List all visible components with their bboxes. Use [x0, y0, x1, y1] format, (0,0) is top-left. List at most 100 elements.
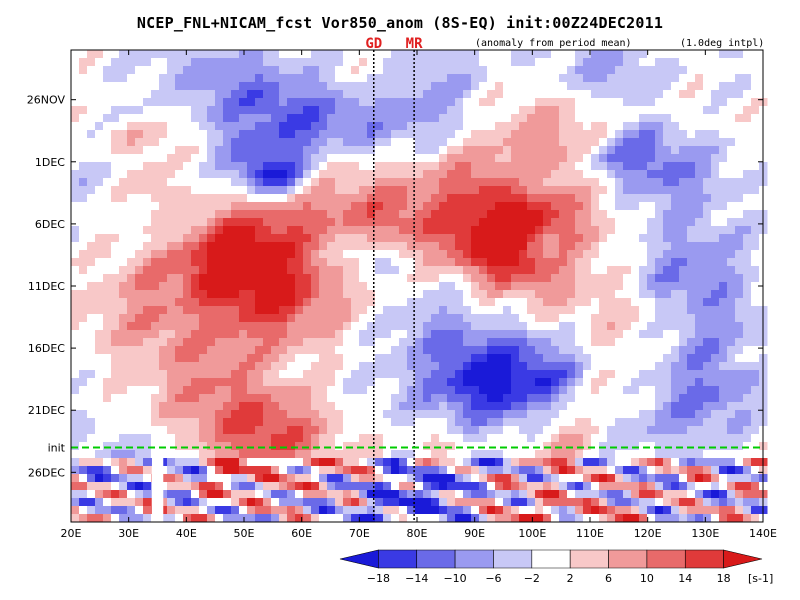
field-cell — [511, 106, 520, 115]
field-cell — [535, 178, 544, 187]
field-cell — [199, 98, 208, 107]
field-cell — [559, 74, 568, 83]
field-cell — [335, 282, 344, 291]
field-cell — [647, 418, 656, 427]
field-cell — [263, 226, 272, 235]
field-cell — [167, 450, 176, 459]
field-cell — [335, 154, 344, 163]
field-cell — [119, 322, 128, 331]
field-cell — [79, 338, 88, 347]
field-cell — [239, 74, 248, 83]
field-cell — [295, 450, 304, 459]
field-cell — [703, 186, 712, 195]
field-cell — [455, 58, 464, 67]
field-cell — [335, 58, 344, 67]
field-cell — [407, 90, 416, 99]
field-cell — [583, 74, 592, 83]
field-cell — [455, 178, 464, 187]
field-cell — [607, 338, 616, 347]
field-cell — [567, 386, 576, 395]
field-cell — [543, 322, 552, 331]
field-cell — [239, 106, 248, 115]
field-cell — [199, 74, 208, 83]
field-cell — [551, 458, 560, 467]
field-cell — [455, 482, 464, 491]
field-cell — [431, 362, 440, 371]
field-cell — [615, 258, 624, 267]
field-cell — [167, 114, 176, 123]
field-cell — [479, 322, 488, 331]
field-cell — [263, 186, 272, 195]
field-cell — [743, 114, 752, 123]
field-cell — [743, 138, 752, 147]
field-cell — [503, 98, 512, 107]
field-cell — [711, 82, 720, 91]
field-cell — [127, 282, 136, 291]
field-cell — [319, 74, 328, 83]
field-cell — [399, 306, 408, 315]
field-cell — [407, 66, 416, 75]
field-cell — [143, 362, 152, 371]
field-cell — [559, 458, 568, 467]
field-cell — [503, 426, 512, 435]
field-cell — [143, 210, 152, 219]
field-cell — [231, 290, 240, 299]
field-cell — [71, 250, 80, 259]
field-cell — [263, 378, 272, 387]
field-cell — [215, 74, 224, 83]
field-cell — [183, 426, 192, 435]
field-cell — [447, 370, 456, 379]
chart-title: NCEP_FNL+NICAM_fcst Vor850_anom (8S-EQ) … — [137, 14, 663, 32]
field-cell — [175, 378, 184, 387]
field-cell — [175, 410, 184, 419]
field-cell — [487, 178, 496, 187]
field-cell — [327, 58, 336, 67]
field-cell — [727, 474, 736, 483]
field-cell — [415, 234, 424, 243]
field-cell — [423, 138, 432, 147]
field-cell — [423, 346, 432, 355]
field-cell — [663, 290, 672, 299]
field-cell — [607, 354, 616, 363]
field-cell — [207, 58, 216, 67]
field-cell — [215, 458, 224, 467]
field-cell — [519, 306, 528, 315]
field-cell — [703, 338, 712, 347]
field-cell — [367, 58, 376, 67]
field-cell — [215, 122, 224, 131]
field-cell — [223, 498, 232, 507]
field-cell — [487, 346, 496, 355]
field-cell — [575, 82, 584, 91]
field-cell — [279, 274, 288, 283]
field-cell — [671, 114, 680, 123]
field-cell — [551, 482, 560, 491]
field-cell — [415, 458, 424, 467]
field-cell — [319, 114, 328, 123]
field-cell — [255, 138, 264, 147]
field-cell — [103, 98, 112, 107]
field-cell — [303, 410, 312, 419]
field-cell — [607, 386, 616, 395]
field-cell — [351, 282, 360, 291]
field-cell — [735, 226, 744, 235]
field-cell — [647, 410, 656, 419]
field-cell — [631, 82, 640, 91]
field-cell — [703, 426, 712, 435]
field-cell — [655, 306, 664, 315]
field-cell — [655, 74, 664, 83]
field-cell — [151, 282, 160, 291]
field-cell — [95, 338, 104, 347]
field-cell — [527, 434, 536, 443]
field-cell — [279, 218, 288, 227]
field-cell — [431, 202, 440, 211]
field-cell — [447, 410, 456, 419]
field-cell — [327, 266, 336, 275]
field-cell — [527, 202, 536, 211]
field-cell — [495, 170, 504, 179]
field-cell — [303, 130, 312, 139]
field-cell — [159, 250, 168, 259]
field-cell — [631, 314, 640, 323]
field-cell — [215, 154, 224, 163]
field-cell — [647, 178, 656, 187]
field-cell — [687, 354, 696, 363]
